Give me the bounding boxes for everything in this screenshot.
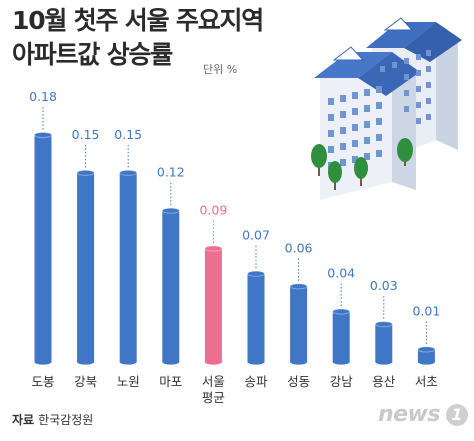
bar-0 [34, 135, 52, 362]
bar-bottom-cap-0 [34, 359, 52, 365]
category-label-6: 성동 [287, 374, 310, 389]
bar-top-cap-3 [161, 207, 180, 214]
bar-3 [162, 210, 180, 362]
bar-top-cap-4 [204, 245, 223, 252]
news1-logo-badge: 1 [446, 404, 468, 426]
bar-top-cap-8 [374, 321, 393, 328]
value-label-8: 0.03 [370, 278, 398, 293]
bar-top-cap-5 [247, 270, 265, 277]
bar-4 [204, 248, 222, 362]
chart-title-line-2: 아파트값 상승률 [12, 40, 173, 69]
bar-9 [417, 349, 435, 362]
source-label: 자료 [12, 413, 35, 427]
category-label-7: 강남 [330, 374, 354, 389]
bar-top-cap-0 [34, 131, 52, 139]
bar-1 [77, 172, 95, 362]
bar-bottom-cap-2 [119, 359, 137, 365]
bar-top-cap-9 [417, 346, 436, 353]
category-label-8: 용산 [372, 374, 396, 389]
bar-8 [375, 324, 393, 362]
news1-logo: news [378, 402, 441, 427]
value-label-7: 0.04 [327, 266, 355, 281]
value-label-5: 0.07 [242, 228, 270, 243]
bar-2 [119, 172, 137, 362]
unit-label: 단위 % [203, 63, 238, 76]
bar-7 [332, 311, 350, 362]
value-label-9: 0.01 [412, 303, 440, 318]
bar-top-cap-7 [332, 308, 351, 315]
value-label-2: 0.15 [114, 127, 142, 142]
category-label-4-1: 평균 [202, 390, 225, 405]
bar-bottom-cap-9 [417, 359, 435, 365]
source-note: 자료 한국감정원 [12, 411, 93, 428]
category-label-4-0: 서울 [202, 374, 225, 389]
value-label-3: 0.12 [157, 165, 185, 180]
category-label-2: 노원 [117, 374, 140, 389]
chart-title-line-1: 10월 첫주 서울 주요지역 [12, 6, 264, 35]
source-name: 한국감정원 [38, 413, 94, 427]
category-label-9: 서초 [415, 374, 438, 389]
value-label-1: 0.15 [72, 127, 100, 142]
bar-top-cap-1 [76, 169, 95, 176]
value-label-6: 0.06 [285, 240, 313, 255]
value-label-0: 0.18 [29, 89, 57, 104]
bar-bottom-cap-7 [332, 359, 350, 365]
bar-bottom-cap-4 [204, 359, 222, 365]
bar-6 [290, 286, 308, 362]
bar-bottom-cap-6 [290, 359, 308, 365]
category-label-5: 송파 [244, 374, 268, 389]
tree-icons [311, 138, 413, 190]
bar-bottom-cap-3 [162, 359, 180, 365]
bar-top-cap-2 [119, 169, 138, 176]
bar-5 [247, 273, 265, 362]
category-label-3: 마포 [159, 374, 182, 389]
category-label-0: 도봉 [31, 374, 54, 389]
bar-top-cap-6 [289, 283, 308, 290]
bar-bottom-cap-8 [375, 359, 393, 365]
bar-bottom-cap-1 [77, 359, 95, 365]
value-label-4: 0.09 [199, 203, 227, 218]
apartment-illustration [311, 17, 462, 200]
bar-bottom-cap-5 [247, 359, 265, 365]
category-label-1: 강북 [74, 374, 97, 389]
